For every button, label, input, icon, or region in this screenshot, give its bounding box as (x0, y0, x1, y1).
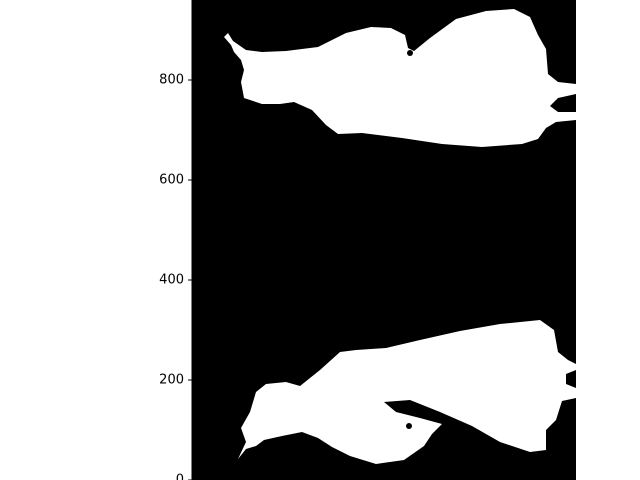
y-tick-label: 0 (176, 473, 184, 480)
upper-white-region (224, 9, 576, 147)
y-axis-ticks: 0 200 400 600 800 (159, 73, 192, 480)
y-tick-label: 800 (159, 73, 184, 88)
y-tick-label: 400 (159, 273, 184, 288)
lower-dark-spot (406, 423, 412, 429)
plot-area (192, 0, 576, 480)
upper-dark-spot (407, 50, 413, 56)
lower-white-region (238, 320, 576, 464)
y-tick-label: 200 (159, 373, 184, 388)
lower-dark-hole (445, 418, 455, 428)
y-tick-label: 600 (159, 173, 184, 188)
